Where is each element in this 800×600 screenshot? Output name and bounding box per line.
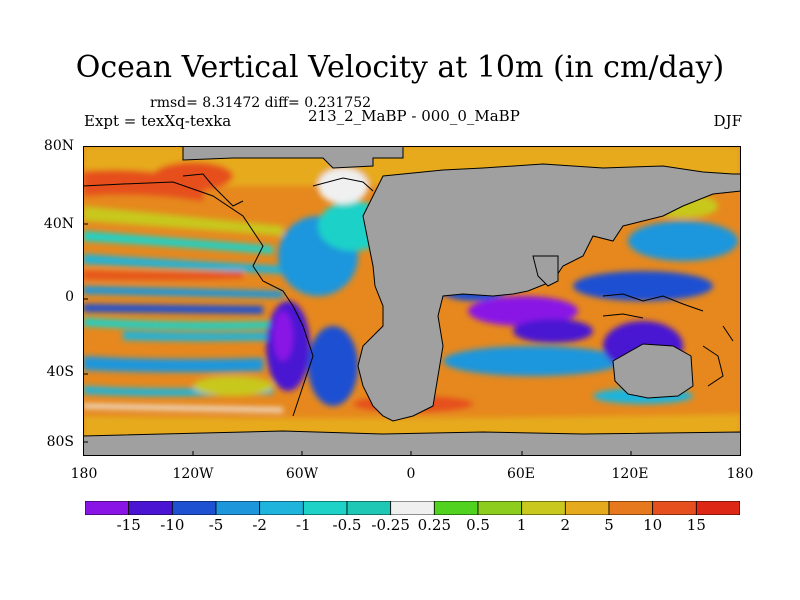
legend-label: -15 bbox=[116, 516, 141, 534]
lat-label-40n: 40N bbox=[43, 216, 74, 232]
lon-label-180e: 180 bbox=[726, 466, 754, 482]
legend-label: 15 bbox=[686, 516, 706, 534]
legend-label: -0.25 bbox=[371, 516, 410, 534]
season-label: DJF bbox=[713, 112, 742, 130]
lon-label-120e: 120E bbox=[611, 466, 649, 482]
legend-label: -2 bbox=[252, 516, 267, 534]
legend-label: -5 bbox=[208, 516, 224, 534]
lon-label-120w: 120W bbox=[172, 466, 214, 482]
legend-swatch bbox=[302, 501, 348, 515]
legend-swatch bbox=[215, 501, 261, 515]
land-masses bbox=[83, 146, 741, 456]
legend-swatch bbox=[390, 501, 435, 515]
legend-label: 10 bbox=[643, 516, 663, 534]
legend-swatch bbox=[521, 501, 566, 515]
experiment-label: Expt = texXq-texka bbox=[84, 112, 232, 130]
legend-swatch bbox=[564, 501, 610, 515]
legend-label: 5 bbox=[604, 516, 614, 534]
legend-label: 0.25 bbox=[417, 516, 452, 534]
legend-swatch bbox=[652, 501, 697, 515]
lat-label-0: 0 bbox=[65, 289, 74, 305]
ocean-velocity-map bbox=[83, 146, 741, 456]
lon-label-0: 0 bbox=[406, 466, 416, 482]
lat-label-40s: 40S bbox=[46, 364, 74, 380]
legend-swatch bbox=[259, 501, 304, 515]
legend-swatch bbox=[433, 501, 479, 515]
lon-label-60e: 60E bbox=[506, 466, 536, 482]
legend-swatch bbox=[85, 501, 130, 515]
difference-label: 213_2_MaBP - 000_0_MaBP bbox=[308, 107, 520, 125]
legend-swatch bbox=[608, 501, 654, 515]
legend-label: -1 bbox=[296, 516, 311, 534]
coastlines bbox=[83, 173, 734, 417]
map-title: Ocean Vertical Velocity at 10m (in cm/da… bbox=[75, 50, 725, 85]
legend-label: 2 bbox=[560, 516, 571, 534]
velocity-field bbox=[83, 146, 741, 446]
lon-label-60w: 60W bbox=[285, 466, 319, 482]
lat-label-80s: 80S bbox=[46, 434, 74, 450]
statistics-text: rmsd= 8.31472 diff= 0.231752 bbox=[150, 95, 372, 111]
lon-label-180w: 180 bbox=[70, 466, 98, 482]
legend-swatch bbox=[128, 501, 173, 515]
legend-swatch bbox=[171, 501, 217, 515]
legend-swatch bbox=[477, 501, 523, 515]
legend-swatch bbox=[346, 501, 392, 515]
legend-label: -0.5 bbox=[332, 516, 362, 534]
axis-ticks bbox=[83, 146, 632, 456]
legend-swatch bbox=[695, 501, 740, 515]
lat-label-80n: 80N bbox=[43, 138, 74, 154]
legend-label: 0.5 bbox=[466, 516, 490, 534]
legend-label: -10 bbox=[160, 516, 185, 534]
legend-label: 1 bbox=[516, 516, 527, 534]
color-legend bbox=[85, 501, 740, 515]
